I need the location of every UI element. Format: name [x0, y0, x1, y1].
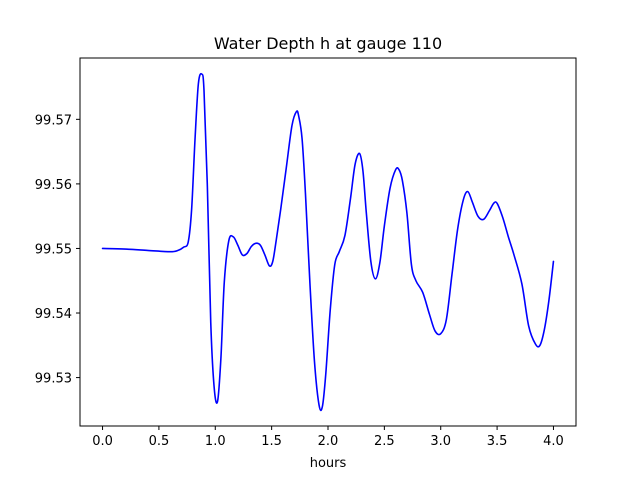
x-axis-label: hours: [310, 456, 347, 471]
x-tick-label: 3.5: [487, 434, 508, 449]
series-line-0: [101, 72, 555, 412]
x-tick-label: 2.0: [318, 434, 339, 449]
y-axis-ticks: 99.53 99.54 99.55 99.56 99.57: [35, 113, 80, 387]
plot-frame: [79, 57, 577, 427]
x-tick-label: 0.0: [92, 434, 113, 449]
x-tick-label: 1.0: [205, 434, 226, 449]
x-tick-label: 2.5: [374, 434, 395, 449]
y-tick-label: 99.54: [35, 307, 72, 322]
y-tick-label: 99.55: [35, 242, 72, 257]
x-tick-label: 4.0: [543, 434, 564, 449]
chart-marks: [101, 72, 555, 412]
x-tick-label: 3.0: [430, 434, 451, 449]
x-tick-label: 1.5: [261, 434, 282, 449]
y-tick-label: 99.57: [35, 113, 72, 128]
chart-title: Water Depth h at gauge 110: [214, 34, 442, 53]
y-tick-label: 99.56: [35, 178, 72, 193]
x-axis-ticks: 0.0 0.5 1.0 1.5 2.0 2.5 3.0 3.5 4.0: [92, 426, 564, 449]
y-tick-label: 99.53: [35, 372, 72, 387]
x-tick-label: 0.5: [149, 434, 170, 449]
